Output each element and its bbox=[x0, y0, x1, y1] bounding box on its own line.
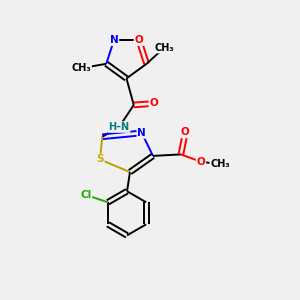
Text: S: S bbox=[96, 154, 104, 164]
Text: O: O bbox=[181, 127, 190, 137]
Text: N: N bbox=[110, 35, 118, 45]
Text: CH₃: CH₃ bbox=[71, 63, 91, 73]
Text: O: O bbox=[149, 98, 158, 109]
Text: CH₃: CH₃ bbox=[154, 43, 174, 52]
Text: Cl: Cl bbox=[80, 190, 92, 200]
Text: O: O bbox=[134, 35, 143, 45]
Text: H–N: H–N bbox=[109, 122, 130, 132]
Text: O: O bbox=[196, 157, 205, 167]
Text: N: N bbox=[137, 128, 146, 138]
Text: CH₃: CH₃ bbox=[210, 159, 230, 169]
